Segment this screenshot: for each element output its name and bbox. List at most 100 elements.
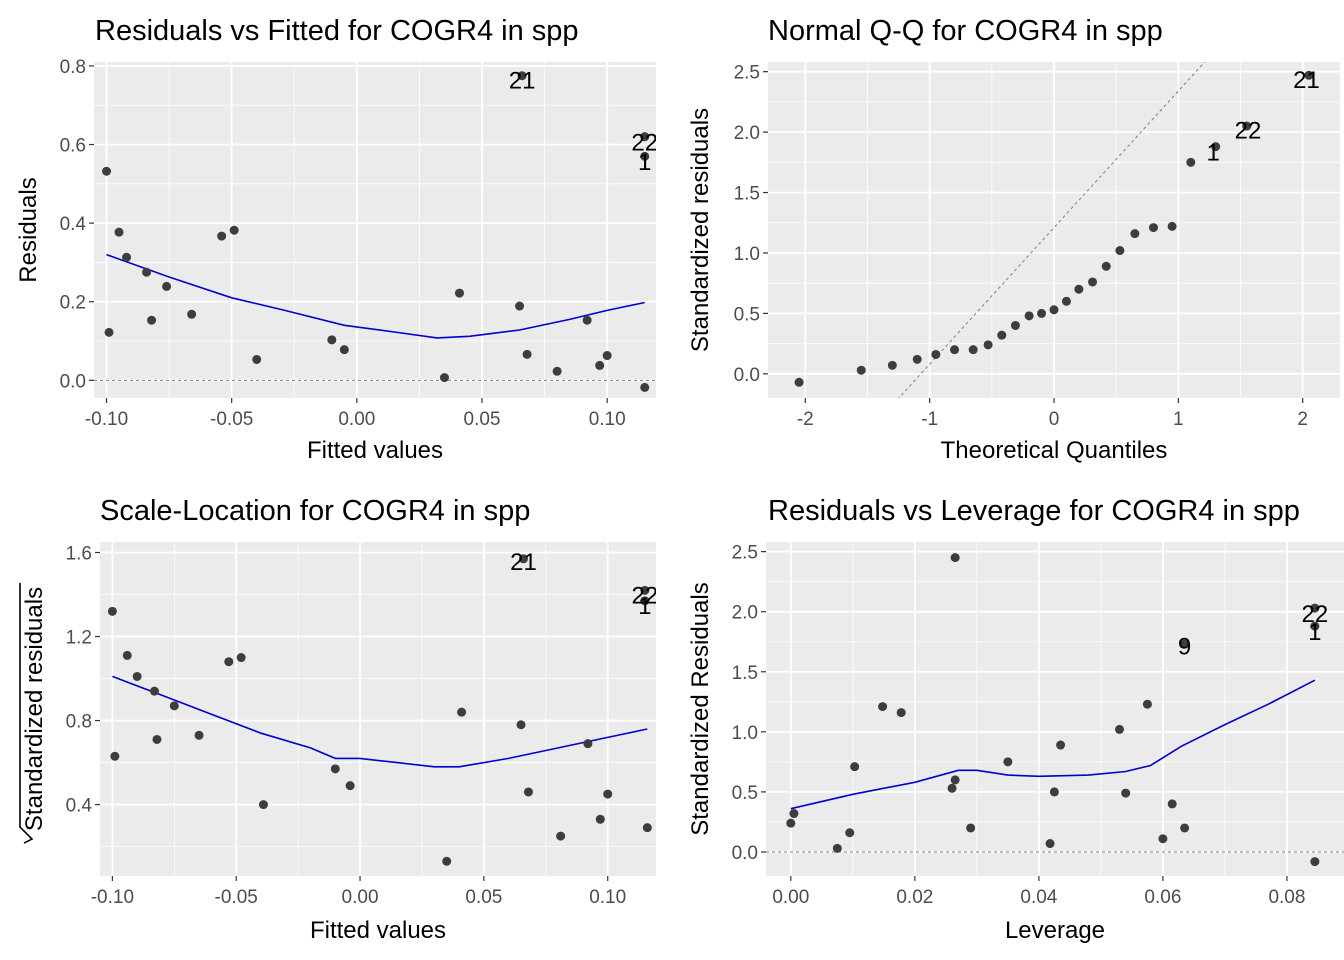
data-point xyxy=(556,831,566,841)
y-tick-label: 0.2 xyxy=(60,293,86,314)
data-point xyxy=(856,365,866,375)
data-point xyxy=(1045,839,1055,849)
data-point xyxy=(147,315,157,325)
x-tick-label: -2 xyxy=(797,409,814,430)
data-point xyxy=(122,650,132,660)
smooth-line xyxy=(106,253,645,339)
data-point xyxy=(152,734,162,744)
data-point xyxy=(339,345,349,355)
data-point xyxy=(258,800,268,810)
point-label: 9 xyxy=(1178,633,1191,660)
y-tick-label: 0.0 xyxy=(734,365,760,386)
data-point xyxy=(931,349,941,359)
data-point xyxy=(122,252,132,262)
data-point xyxy=(1310,603,1320,613)
data-point xyxy=(252,354,262,364)
data-point xyxy=(522,349,532,359)
x-tick-label: 0.04 xyxy=(1020,887,1057,908)
data-point xyxy=(187,309,197,319)
panel-title: Scale-Location for COGR4 in spp xyxy=(100,495,530,527)
data-point xyxy=(832,843,842,853)
x-tick-label: -0.05 xyxy=(210,409,253,430)
data-point xyxy=(1310,857,1320,867)
data-point xyxy=(162,281,172,291)
data-point xyxy=(850,762,860,772)
x-tick-label: -0.10 xyxy=(91,887,134,908)
panel-title: Normal Q-Q for COGR4 in spp xyxy=(768,15,1163,47)
data-point xyxy=(1121,788,1131,798)
data-point xyxy=(950,775,960,785)
data-point xyxy=(1142,699,1152,709)
plot-area: 221 9 xyxy=(766,553,1344,867)
data-point xyxy=(1180,823,1190,833)
sqrt-radical-symbol xyxy=(19,582,34,844)
point-label: 1 xyxy=(638,593,651,620)
plot-area: 21 22 1 xyxy=(794,62,1320,398)
y-tick-label: 0.5 xyxy=(734,304,760,325)
point-label: 22 xyxy=(1302,601,1329,628)
data-point xyxy=(457,707,467,717)
data-point xyxy=(786,818,796,828)
data-point xyxy=(950,553,960,563)
x-tick-label: -0.10 xyxy=(85,409,128,430)
x-axis-label: Fitted values xyxy=(310,917,446,944)
data-point xyxy=(642,823,652,833)
y-tick-label: 1.0 xyxy=(734,244,760,265)
data-point xyxy=(142,267,152,277)
y-tick-label: 0.0 xyxy=(732,843,758,864)
data-point xyxy=(454,288,464,298)
x-tick-label: -0.05 xyxy=(215,887,258,908)
data-point xyxy=(327,335,337,345)
point-label: 21 xyxy=(509,68,536,95)
data-point xyxy=(640,132,650,142)
data-point xyxy=(169,701,179,711)
y-tick-label: 1.5 xyxy=(734,184,760,205)
data-point xyxy=(149,686,159,696)
data-point xyxy=(1158,834,1168,844)
data-point xyxy=(1003,757,1013,767)
data-point xyxy=(595,814,605,824)
x-tick-label: 2 xyxy=(1297,409,1308,430)
x-tick-label: 0.10 xyxy=(589,409,626,430)
residuals-vs-fitted-panel: -0.10 -0.05 0.00 0.05 0.100.00.20.40.60.8212… xyxy=(15,15,656,464)
data-point xyxy=(439,373,449,383)
data-point xyxy=(515,301,525,311)
x-tick-label: 1 xyxy=(1173,409,1184,430)
y-axis-label: Standardized residuals xyxy=(687,108,714,352)
data-point xyxy=(1061,296,1071,306)
data-point xyxy=(1180,639,1190,649)
y-tick-label: 2.5 xyxy=(732,543,758,564)
data-point xyxy=(104,327,114,337)
data-point xyxy=(789,809,799,819)
data-point xyxy=(640,382,650,392)
data-point xyxy=(912,354,922,364)
data-point xyxy=(102,166,112,176)
data-point xyxy=(1186,157,1196,167)
y-tick-label: 0.4 xyxy=(60,214,87,235)
data-point xyxy=(983,340,993,350)
data-point xyxy=(114,227,124,237)
scale-location-panel: -0.10 -0.05 0.00 0.05 0.10 0.4 0.8 1.2 1.6 21 221 S… xyxy=(19,495,656,944)
x-tick-label: 0.00 xyxy=(338,409,375,430)
residuals-vs-leverage-panel: 0.00 0.02 0.04 0.06 0.08 0.0 0.5 1.0 1.5 2.0 2.5 22… xyxy=(687,495,1344,944)
data-point xyxy=(1056,740,1066,750)
data-point xyxy=(442,856,452,866)
data-point xyxy=(519,554,529,564)
data-point xyxy=(217,231,227,241)
data-point xyxy=(1115,246,1125,256)
data-point xyxy=(345,781,355,791)
y-tick-label: 2.0 xyxy=(732,603,758,624)
data-point xyxy=(1304,70,1314,80)
point-label: 1 xyxy=(1206,139,1219,166)
y-tick-label: 1.6 xyxy=(66,544,92,565)
data-point xyxy=(523,787,533,797)
data-point xyxy=(1114,724,1124,734)
data-point xyxy=(950,345,960,355)
data-point xyxy=(1167,221,1177,231)
point-label: 1 xyxy=(638,149,651,176)
plot-background xyxy=(100,542,656,876)
data-point xyxy=(1310,621,1320,631)
x-tick-label: 0.02 xyxy=(896,887,933,908)
x-tick-label: 0 xyxy=(1049,409,1060,430)
